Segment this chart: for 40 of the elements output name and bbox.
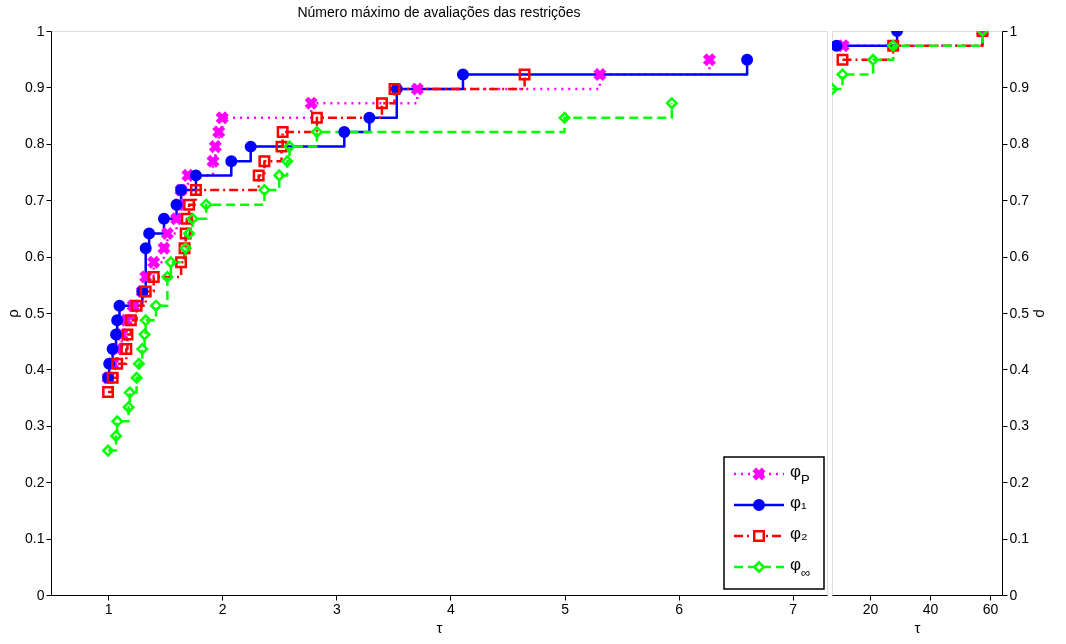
y-tick-label: 0.1 bbox=[25, 530, 45, 547]
x-tick-label: 7 bbox=[789, 600, 798, 617]
x-tick-label: 6 bbox=[675, 600, 684, 617]
x-axis-title: τ bbox=[436, 618, 443, 636]
x-tick-label: 40 bbox=[922, 600, 939, 617]
y-tick-label: 0.9 bbox=[25, 78, 45, 95]
y-tick-label: 0.7 bbox=[1009, 191, 1030, 208]
y-tick-label: 0.5 bbox=[25, 304, 45, 321]
x-tick-label: 20 bbox=[862, 600, 879, 617]
y-tick-label: 0.5 bbox=[1009, 304, 1030, 321]
x-tick-label: 1 bbox=[104, 600, 113, 617]
legend-label: φ∞ bbox=[790, 555, 811, 580]
y-tick-label: 1 bbox=[1009, 22, 1018, 39]
y-tick-label: 0.4 bbox=[1009, 360, 1030, 377]
y-tick-label: 0.2 bbox=[1009, 473, 1030, 490]
legend-label: φ₁ bbox=[790, 493, 808, 512]
y-tick-label: 0.4 bbox=[25, 360, 45, 377]
legend-label: φ₂ bbox=[790, 524, 808, 543]
y-tick-label: 0.9 bbox=[1009, 78, 1030, 95]
y-tick-label: 0.1 bbox=[1009, 530, 1030, 547]
chart-title: Número máximo de avaliações das restrições bbox=[297, 4, 581, 20]
x-tick-label: 3 bbox=[332, 600, 341, 617]
y-axis-title: ρ bbox=[4, 309, 22, 318]
x-axis-title: τ bbox=[914, 618, 921, 636]
x-tick-label: 2 bbox=[218, 600, 227, 617]
x-tick-label: 4 bbox=[447, 600, 456, 617]
y-tick-label: 0.3 bbox=[1009, 417, 1030, 434]
x-tick-label: 5 bbox=[561, 600, 570, 617]
y-axis-title: ρ bbox=[1032, 309, 1050, 318]
y-tick-label: 1 bbox=[36, 22, 45, 39]
y-tick-label: 0.8 bbox=[1009, 135, 1030, 152]
y-tick-label: 0.2 bbox=[25, 473, 45, 490]
y-tick-label: 0 bbox=[36, 586, 45, 603]
y-tick-label: 0.3 bbox=[25, 417, 45, 434]
y-tick-label: 0 bbox=[1009, 586, 1018, 603]
y-tick-label: 0.7 bbox=[25, 191, 45, 208]
y-tick-label: 0.6 bbox=[25, 248, 45, 265]
y-tick-label: 0.8 bbox=[25, 135, 45, 152]
x-tick-label: 60 bbox=[982, 600, 999, 617]
y-tick-label: 0.6 bbox=[1009, 248, 1030, 265]
